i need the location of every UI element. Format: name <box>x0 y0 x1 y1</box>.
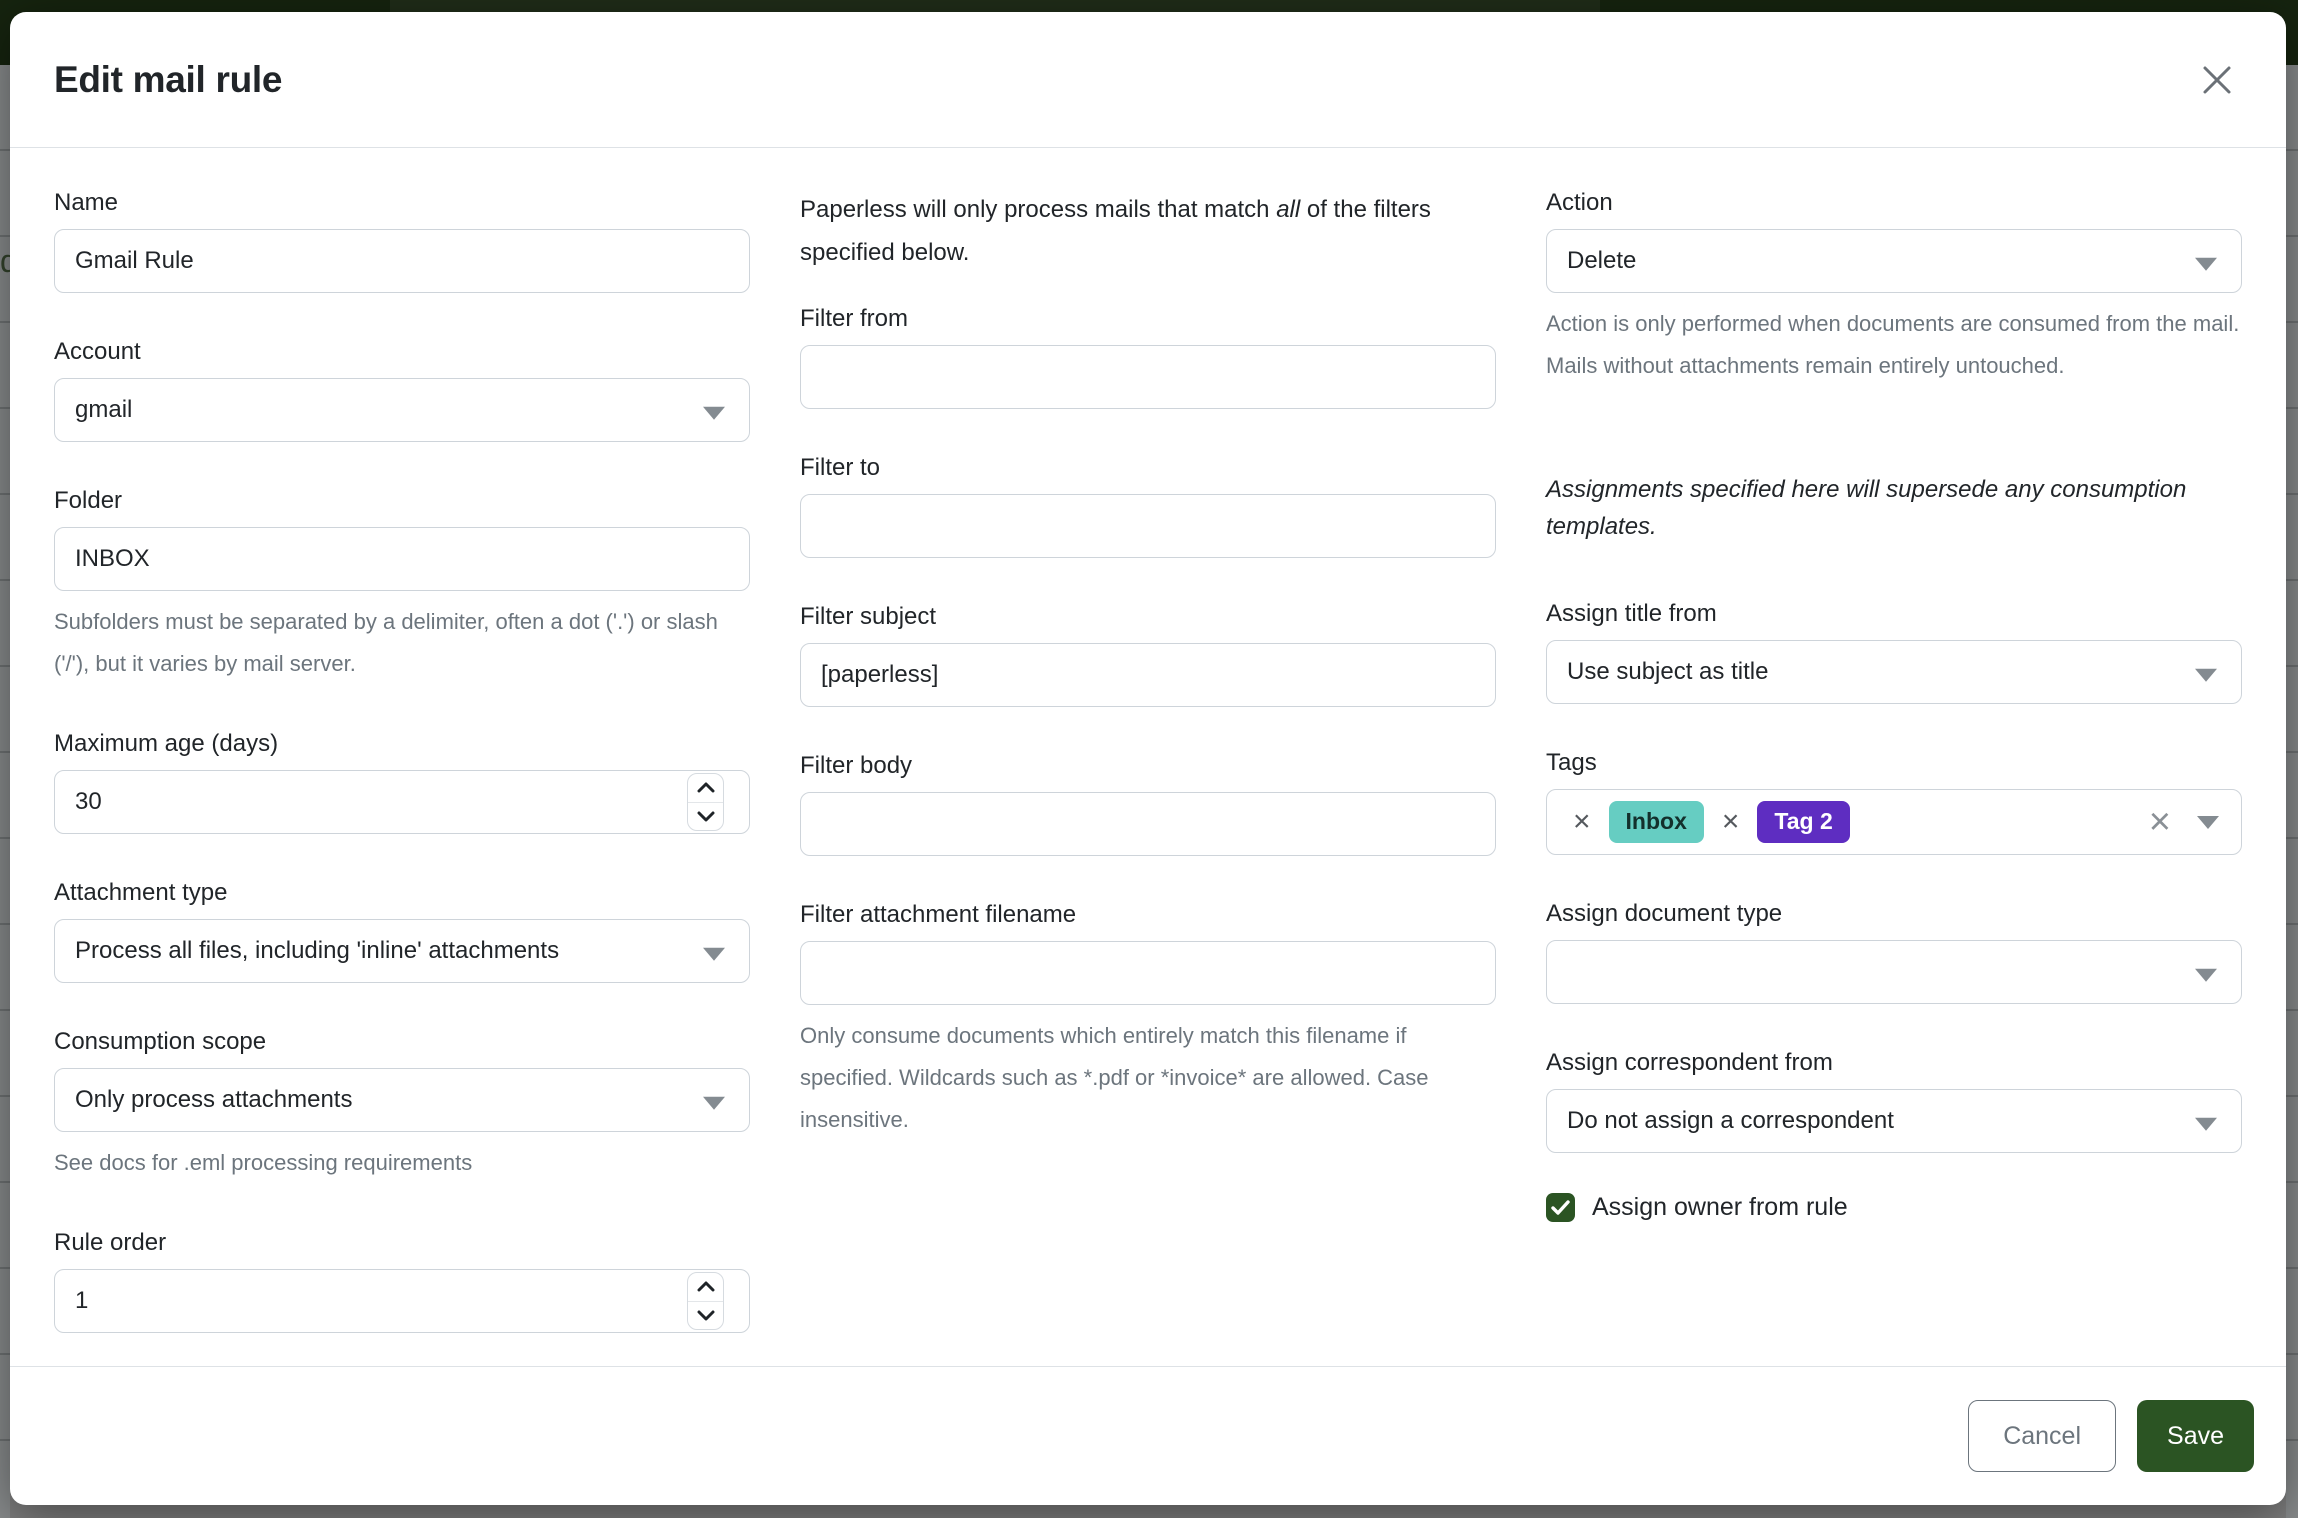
background-page-right-sliver <box>2286 65 2298 1518</box>
action-value: Delete <box>1567 247 1637 274</box>
rule-order-label: Rule order <box>54 1229 167 1256</box>
chevron-down-icon <box>703 947 725 961</box>
filter-from-label: Filter from <box>800 305 908 332</box>
checkbox-check-icon <box>1551 1200 1570 1215</box>
filter-body-input[interactable] <box>800 792 1496 856</box>
tag-badge: Tag 2 <box>1757 801 1850 843</box>
cancel-button[interactable]: Cancel <box>1968 1400 2117 1472</box>
background-page-left-sliver <box>0 65 10 1518</box>
save-button[interactable]: Save <box>2137 1400 2254 1472</box>
assign-correspondent-from-value: Do not assign a correspondent <box>1567 1107 1894 1134</box>
attachment-type-select[interactable]: Process all files, including 'inline' at… <box>54 919 750 983</box>
attachment-type-label: Attachment type <box>54 879 228 906</box>
modal-body: Name Account gmail Folder Subfolders mus… <box>10 148 2286 1366</box>
page-title: Edit mail rule <box>54 58 283 100</box>
column-filters: Paperless will only process mails that m… <box>800 188 1496 1366</box>
stepper-up-icon <box>697 782 714 793</box>
name-label: Name <box>54 189 119 216</box>
assign-owner-label: Assign owner from rule <box>1592 1193 1848 1221</box>
filter-attachment-filename-label: Filter attachment filename <box>800 901 1077 928</box>
assign-owner-checkbox[interactable] <box>1546 1193 1575 1222</box>
maximum-age-label: Maximum age (days) <box>54 730 279 757</box>
tag-remove-icon[interactable]: × <box>1573 805 1591 838</box>
assign-title-from-label: Assign title from <box>1546 600 1717 627</box>
stepper-down-icon <box>697 1310 714 1321</box>
column-general: Name Account gmail Folder Subfolders mus… <box>54 188 750 1366</box>
column-actions: Action Delete Action is only performed w… <box>1546 188 2242 1366</box>
action-help-text: Action is only performed when documents … <box>1546 311 2240 378</box>
folder-help-text: Subfolders must be separated by a delimi… <box>54 609 718 676</box>
assign-title-from-select[interactable]: Use subject as title <box>1546 640 2242 704</box>
tags-select[interactable]: × Inbox × Tag 2 × <box>1546 789 2242 855</box>
chevron-down-icon <box>703 1096 725 1110</box>
edit-mail-rule-modal: Edit mail rule Name Account gmail <box>10 12 2286 1505</box>
chevron-down-icon[interactable] <box>2197 815 2219 829</box>
assign-correspondent-from-label: Assign correspondent from <box>1546 1049 1833 1076</box>
stepper-up-icon <box>697 1281 714 1292</box>
tag-badge: Inbox <box>1608 801 1704 843</box>
filter-from-input[interactable] <box>800 345 1496 409</box>
maximum-age-stepper[interactable] <box>687 773 724 831</box>
rule-order-input[interactable] <box>54 1269 750 1333</box>
filter-subject-label: Filter subject <box>800 603 937 630</box>
chevron-down-icon <box>2195 1117 2217 1131</box>
consumption-scope-label: Consumption scope <box>54 1028 267 1055</box>
action-select[interactable]: Delete <box>1546 229 2242 293</box>
close-button[interactable] <box>2192 55 2242 105</box>
maximum-age-input[interactable] <box>54 770 750 834</box>
filter-body-label: Filter body <box>800 752 913 779</box>
stepper-down-icon <box>697 811 714 822</box>
folder-label: Folder <box>54 487 123 514</box>
consumption-scope-select[interactable]: Only process attachments <box>54 1068 750 1132</box>
modal-footer: Cancel Save <box>10 1366 2286 1505</box>
chevron-down-icon <box>2195 257 2217 271</box>
filter-subject-input[interactable] <box>800 643 1496 707</box>
filter-attachment-filename-help-text: Only consume documents which entirely ma… <box>800 1023 1429 1132</box>
assign-title-from-value: Use subject as title <box>1567 658 1769 685</box>
filter-to-input[interactable] <box>800 494 1496 558</box>
tags-label: Tags <box>1546 749 1597 776</box>
rule-order-stepper[interactable] <box>687 1272 724 1330</box>
account-select[interactable]: gmail <box>54 378 750 442</box>
chevron-down-icon <box>2195 968 2217 982</box>
filter-attachment-filename-input[interactable] <box>800 941 1496 1005</box>
tags-clear-icon[interactable]: × <box>2148 801 2171 843</box>
modal-header: Edit mail rule <box>10 12 2286 148</box>
account-value: gmail <box>75 396 133 423</box>
action-label: Action <box>1546 189 1613 216</box>
assign-document-type-select[interactable] <box>1546 940 2242 1004</box>
consumption-scope-help-text: See docs for .eml processing requirement… <box>54 1150 473 1175</box>
folder-input[interactable] <box>54 527 750 591</box>
filter-to-label: Filter to <box>800 454 881 481</box>
chevron-down-icon <box>2195 668 2217 682</box>
chevron-down-icon <box>703 406 725 420</box>
attachment-type-value: Process all files, including 'inline' at… <box>75 937 560 964</box>
close-icon <box>2203 66 2231 93</box>
tag-remove-icon[interactable]: × <box>1721 805 1740 838</box>
assign-correspondent-from-select[interactable]: Do not assign a correspondent <box>1546 1089 2242 1153</box>
consumption-scope-value: Only process attachments <box>75 1086 353 1113</box>
name-input[interactable] <box>54 229 750 293</box>
account-label: Account <box>54 338 141 365</box>
assignments-note: Assignments specified here will supersed… <box>1546 476 2187 540</box>
assign-document-type-label: Assign document type <box>1546 900 1783 927</box>
filters-intro-text: Paperless will only process mails that m… <box>800 196 1431 266</box>
